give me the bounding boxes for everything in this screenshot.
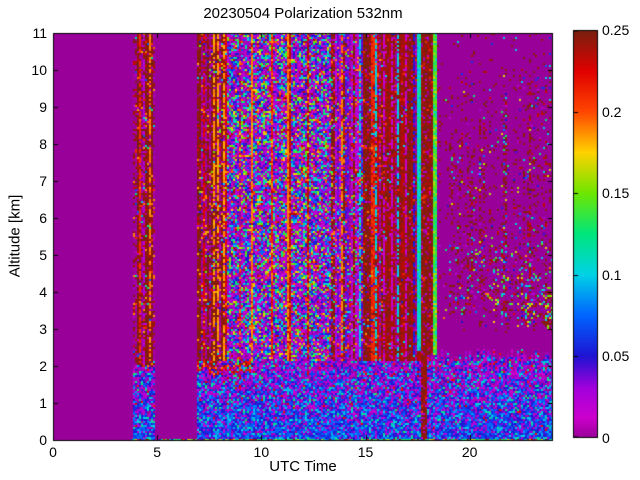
x-tick-label: 20 [461,444,478,460]
y-tick-label: 5 [39,247,47,263]
y-tick-label: 11 [32,25,47,41]
y-tick-label: 10 [31,62,47,78]
chart-title: 20230504 Polarization 532nm [203,5,403,22]
y-tick-label: 3 [39,321,47,337]
colorbar-tick-label: 0.15 [602,185,630,202]
y-tick-label: 4 [39,284,47,300]
colorbar-tick-label: 0.25 [602,22,630,38]
colorbar-tick-label: 0.05 [602,348,630,365]
x-tick-label: 5 [153,444,162,460]
y-tick-label: 2 [39,358,47,374]
colorbar-tick-label: 0 [602,430,610,446]
x-tick-label: 15 [357,444,374,460]
y-tick-label: 8 [39,136,47,152]
colorbar-tick-label: 0.2 [602,103,622,120]
x-axis-label: UTC Time [269,458,337,475]
y-axis-label: Altitude [km] [6,194,24,278]
y-tick-label: 6 [39,210,47,226]
x-tick-label: 10 [253,444,270,460]
y-tick-label: 0 [39,432,47,448]
x-tick-label: 0 [49,444,57,460]
y-tick-label: 7 [39,173,47,189]
y-tick-label: 9 [39,99,47,115]
y-tick-label: 1 [39,395,47,411]
colorbar-tick-label: 0.1 [602,266,622,283]
